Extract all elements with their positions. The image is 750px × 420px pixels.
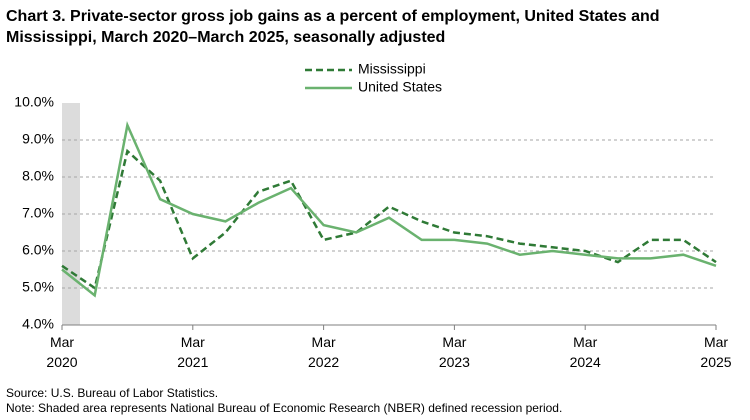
y-tick-label: 8.0% bbox=[22, 168, 54, 184]
y-tick-label: 7.0% bbox=[22, 205, 54, 221]
y-tick-label: 10.0% bbox=[14, 94, 54, 110]
y-tick-label: 9.0% bbox=[22, 131, 54, 147]
source: Source: U.S. Bureau of Labor Statistics. bbox=[6, 386, 219, 400]
x-tick-label: Mar 2020 bbox=[46, 334, 78, 370]
legend-label: Mississippi bbox=[358, 61, 426, 77]
x-tick-label: Mar 2025 bbox=[700, 334, 732, 370]
x-tick-label: Mar 2022 bbox=[308, 334, 340, 370]
chart-title: Chart 3. Private-sector gross job gains … bbox=[6, 8, 660, 46]
note: Note: Shaded area represents National Bu… bbox=[6, 401, 563, 415]
y-tick-label: 6.0% bbox=[22, 242, 54, 258]
series-line bbox=[61, 121, 717, 298]
legend-label: United States bbox=[358, 79, 442, 95]
y-tick-label: 4.0% bbox=[22, 316, 54, 332]
x-tick-label: Mar 2021 bbox=[177, 334, 209, 370]
series-line bbox=[61, 148, 717, 291]
x-tick-label: Mar 2024 bbox=[569, 334, 601, 370]
x-tick-label: Mar 2023 bbox=[438, 334, 470, 370]
y-tick-label: 5.0% bbox=[22, 279, 54, 295]
